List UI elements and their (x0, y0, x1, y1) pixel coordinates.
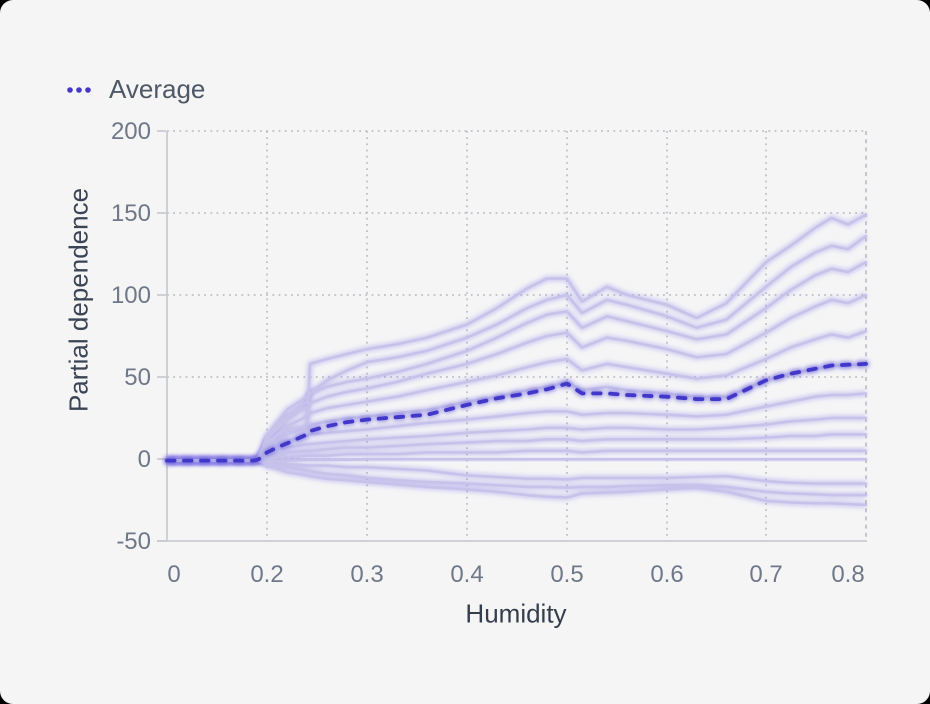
ice-line (165, 260, 868, 462)
dotted-line-icon (67, 86, 91, 93)
legend-average[interactable]: Average (66, 74, 205, 105)
y-tick-label: 100 (111, 282, 151, 309)
ice-line (165, 449, 868, 462)
average-line (165, 362, 868, 463)
ice-line (165, 293, 868, 462)
y-tick-label: 0 (138, 446, 151, 473)
ice-line (165, 213, 868, 462)
ice-line (165, 459, 868, 485)
y-tick-label: 200 (111, 118, 151, 145)
x-tick-label: 0.7 (749, 561, 782, 588)
y-tick-label: -50 (116, 528, 151, 555)
x-tick-label: 0 (167, 561, 180, 588)
x-tick-label: 0.3 (350, 561, 383, 588)
y-tick-label: 50 (124, 364, 151, 391)
ice-line (165, 459, 868, 497)
y-tick-label: 150 (111, 200, 151, 227)
ice-line (165, 433, 868, 462)
x-tick-label: 0.8 (831, 561, 864, 588)
ice-line (165, 459, 868, 507)
x-tick-label: 0.6 (650, 561, 683, 588)
ice-line (165, 329, 868, 462)
x-tick-label: 0.5 (550, 561, 583, 588)
x-tick-label: 0.4 (450, 561, 483, 588)
ice-line (165, 457, 868, 462)
x-axis-title: Humidity (465, 598, 567, 629)
x-tick-label: 0.2 (250, 561, 283, 588)
legend-label: Average (109, 74, 206, 104)
